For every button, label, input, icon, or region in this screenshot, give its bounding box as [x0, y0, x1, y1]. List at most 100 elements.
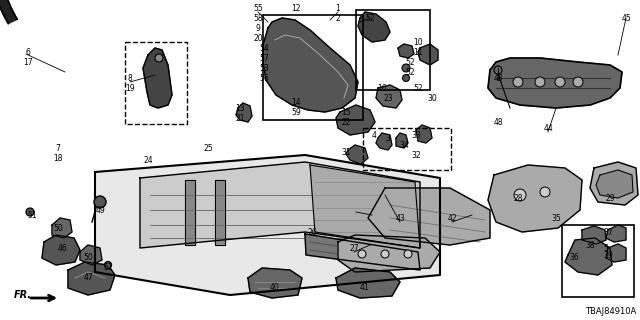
- Text: 52: 52: [413, 84, 423, 92]
- Circle shape: [513, 77, 523, 87]
- Text: 3: 3: [385, 133, 390, 142]
- Text: 53: 53: [259, 63, 269, 73]
- Polygon shape: [488, 58, 622, 108]
- Text: 27: 27: [349, 244, 359, 252]
- Polygon shape: [248, 268, 302, 298]
- Text: 41: 41: [359, 284, 369, 292]
- Polygon shape: [140, 162, 420, 248]
- Text: 51: 51: [103, 263, 113, 273]
- Text: 54: 54: [259, 44, 269, 52]
- Text: 45: 45: [621, 13, 631, 22]
- Polygon shape: [358, 12, 390, 42]
- Text: 11: 11: [413, 47, 423, 57]
- Text: 15: 15: [341, 108, 351, 116]
- Bar: [356, 10, 430, 90]
- Text: 22: 22: [341, 117, 351, 126]
- Text: 23: 23: [383, 93, 393, 102]
- Text: 7: 7: [56, 143, 60, 153]
- Circle shape: [381, 250, 389, 258]
- Text: 59: 59: [291, 108, 301, 116]
- Polygon shape: [565, 238, 612, 275]
- Polygon shape: [42, 235, 80, 265]
- Text: 48: 48: [493, 74, 503, 83]
- Polygon shape: [80, 245, 102, 265]
- Polygon shape: [606, 225, 626, 242]
- Polygon shape: [416, 125, 432, 143]
- Text: 47: 47: [83, 274, 93, 283]
- Polygon shape: [606, 244, 626, 262]
- Text: TBAJ84910A: TBAJ84910A: [585, 307, 636, 316]
- Circle shape: [404, 250, 412, 258]
- Text: 34: 34: [399, 140, 409, 149]
- Text: 21: 21: [236, 114, 244, 123]
- Text: 20: 20: [253, 34, 263, 43]
- Circle shape: [535, 77, 545, 87]
- Circle shape: [94, 196, 106, 208]
- Text: 36: 36: [569, 253, 579, 262]
- Polygon shape: [52, 218, 72, 238]
- Polygon shape: [95, 155, 440, 295]
- Bar: [263, 15, 363, 120]
- Text: 19: 19: [125, 84, 135, 92]
- Circle shape: [540, 187, 550, 197]
- Text: 26: 26: [307, 228, 317, 236]
- Text: 46: 46: [57, 244, 67, 252]
- Text: 37: 37: [603, 228, 613, 236]
- Text: 4: 4: [372, 131, 376, 140]
- Polygon shape: [590, 162, 638, 205]
- Text: 10: 10: [413, 37, 423, 46]
- Text: 32: 32: [411, 150, 421, 159]
- Bar: [363, 128, 451, 170]
- Text: 35: 35: [551, 213, 561, 222]
- Polygon shape: [488, 165, 582, 232]
- Polygon shape: [336, 105, 375, 135]
- Text: 9: 9: [255, 23, 260, 33]
- Polygon shape: [215, 180, 225, 245]
- Text: 55: 55: [253, 4, 263, 12]
- Text: 38: 38: [585, 241, 595, 250]
- Polygon shape: [346, 145, 368, 164]
- Polygon shape: [596, 170, 633, 198]
- Text: 13: 13: [235, 103, 245, 113]
- Polygon shape: [263, 18, 358, 112]
- Bar: [562, 225, 634, 297]
- Text: 12: 12: [291, 4, 301, 12]
- Polygon shape: [305, 234, 420, 270]
- Circle shape: [155, 54, 163, 62]
- Text: 33: 33: [411, 131, 421, 140]
- Text: FR.: FR.: [14, 290, 32, 300]
- Text: 56: 56: [259, 74, 269, 83]
- Polygon shape: [376, 133, 392, 150]
- Polygon shape: [398, 44, 414, 58]
- Polygon shape: [396, 133, 408, 148]
- Polygon shape: [143, 48, 172, 108]
- Text: 18: 18: [53, 154, 63, 163]
- Polygon shape: [418, 44, 438, 65]
- Text: 44: 44: [543, 124, 553, 132]
- Polygon shape: [0, 0, 25, 23]
- Text: 48: 48: [493, 117, 503, 126]
- Text: 14: 14: [291, 98, 301, 107]
- Circle shape: [555, 77, 565, 87]
- Polygon shape: [68, 262, 115, 295]
- Text: 52: 52: [405, 68, 415, 76]
- Text: 5: 5: [604, 244, 609, 252]
- Text: 1: 1: [335, 4, 340, 12]
- Text: 17: 17: [23, 58, 33, 67]
- Text: 51: 51: [27, 211, 37, 220]
- Circle shape: [26, 208, 34, 216]
- Text: 57: 57: [259, 53, 269, 62]
- Text: 2: 2: [335, 13, 340, 22]
- Polygon shape: [338, 235, 440, 272]
- Text: 58: 58: [253, 13, 263, 22]
- Text: 16: 16: [377, 84, 387, 92]
- Text: 28: 28: [513, 194, 523, 203]
- Polygon shape: [336, 268, 400, 298]
- Text: 6: 6: [26, 47, 31, 57]
- Text: 8: 8: [127, 74, 132, 83]
- Text: 31: 31: [341, 148, 351, 156]
- Polygon shape: [368, 188, 490, 245]
- Text: 29: 29: [605, 194, 615, 203]
- Text: 39: 39: [603, 251, 613, 260]
- Text: 50: 50: [83, 253, 93, 262]
